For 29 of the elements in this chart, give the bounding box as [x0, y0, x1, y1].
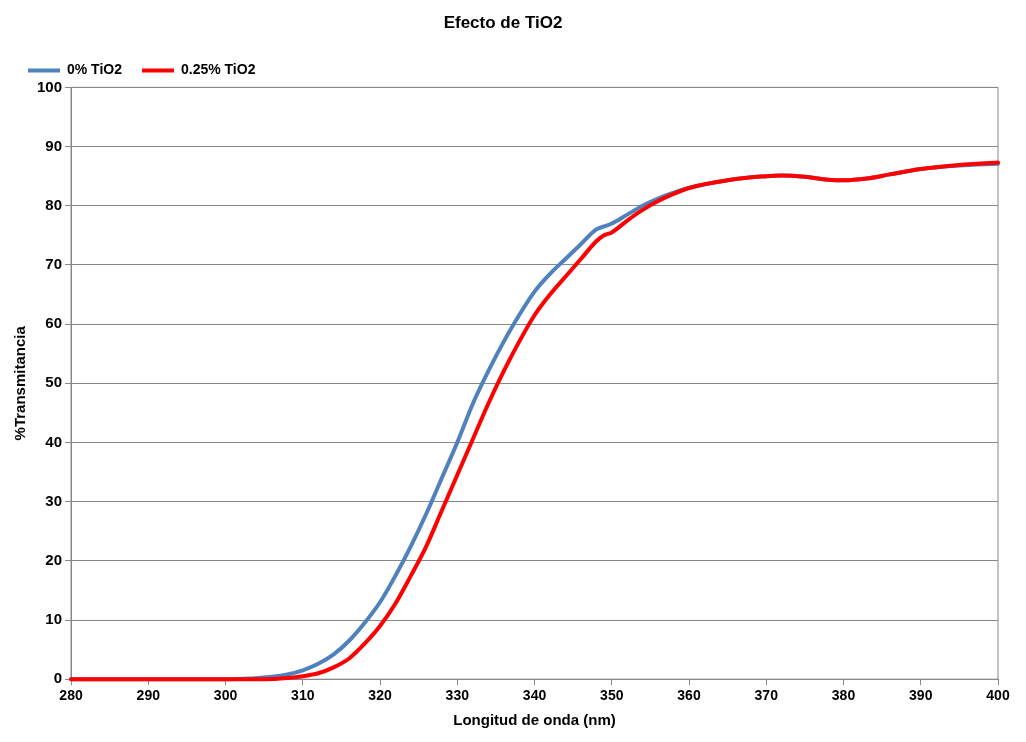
x-tick-label: 310 — [291, 687, 315, 704]
x-tick-label: 320 — [368, 687, 392, 704]
x-tick-label: 340 — [522, 687, 547, 704]
x-tick-label: 370 — [754, 687, 779, 704]
y-tick-label: 70 — [45, 255, 63, 273]
y-tick-label: 80 — [45, 195, 63, 213]
x-tick-label: 400 — [986, 687, 1010, 704]
y-tick-label: 0 — [53, 669, 63, 687]
x-axis-title: Longitud de onda (nm) — [453, 711, 616, 729]
chart-title: Efecto de TiO2 — [443, 12, 563, 32]
x-tick-label: 300 — [213, 687, 238, 704]
y-tick-label: 100 — [37, 77, 63, 95]
y-tick-label: 30 — [45, 491, 63, 509]
x-tick-label: 360 — [677, 687, 701, 704]
y-tick-label: 40 — [45, 432, 63, 450]
x-tick-label: 290 — [136, 687, 161, 704]
y-tick-label: 10 — [45, 610, 63, 628]
y-tick-label: 50 — [45, 373, 63, 391]
x-tick-label: 330 — [445, 687, 470, 704]
x-tick-label: 280 — [59, 687, 83, 704]
x-tick-label: 390 — [909, 687, 933, 704]
x-tick-label: 350 — [600, 687, 624, 704]
legend-label: 0% TiO2 — [67, 61, 123, 78]
y-tick-label: 90 — [45, 136, 63, 154]
x-tick-label: 380 — [831, 687, 856, 704]
legend-label: 0.25% TiO2 — [180, 61, 256, 78]
y-tick-label: 20 — [45, 550, 63, 568]
y-axis-title: %Transmitancia — [11, 325, 29, 441]
y-tick-label: 60 — [45, 314, 63, 332]
